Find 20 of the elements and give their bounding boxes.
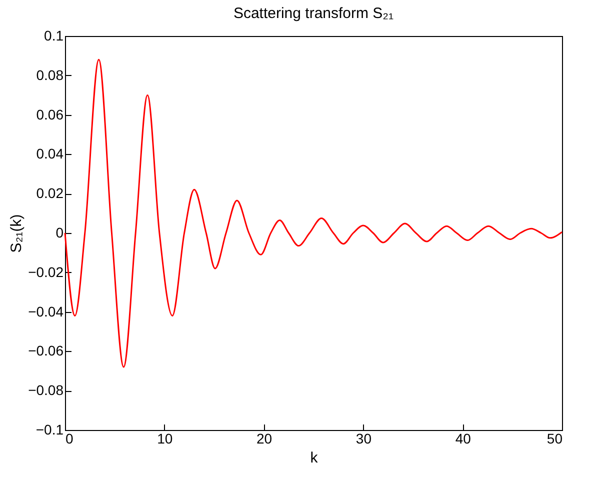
y-tick-label: 0.04 bbox=[36, 146, 64, 162]
line-series bbox=[64, 58, 563, 368]
x-tick-label: 20 bbox=[256, 430, 272, 446]
y-tick-label: 0.02 bbox=[36, 185, 64, 202]
y-tick-label: −0.08 bbox=[28, 382, 64, 398]
x-tick-label: 40 bbox=[455, 430, 472, 446]
x-tick-label: 50 bbox=[546, 430, 563, 446]
x-tick-label: 30 bbox=[356, 430, 372, 446]
y-tick-label: 0.08 bbox=[36, 66, 64, 83]
y-tick-label: 0.1 bbox=[44, 28, 64, 44]
y-tick-label: 0.06 bbox=[36, 106, 64, 122]
x-tick-label: 10 bbox=[157, 430, 173, 446]
x-axis-title: k bbox=[310, 450, 318, 466]
y-tick-label: −0.04 bbox=[28, 303, 64, 320]
chart-title: Scattering transform S₂₁ bbox=[233, 5, 394, 22]
y-tick-label: −0.1 bbox=[36, 422, 64, 438]
y-tick-label: −0.06 bbox=[28, 342, 64, 359]
y-tick-label: 0 bbox=[56, 224, 64, 240]
y-tick-label: −0.02 bbox=[28, 264, 64, 280]
y-axis-title: S₂₁(k) bbox=[8, 214, 26, 253]
